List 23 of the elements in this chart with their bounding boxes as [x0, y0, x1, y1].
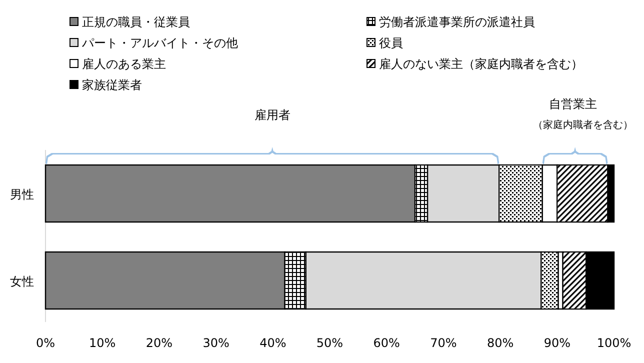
x-tick-label: 60%: [373, 336, 400, 350]
x-tick-label: 0%: [36, 336, 56, 350]
x-tick-label: 40%: [260, 336, 286, 350]
text: （家庭内職者を含む）: [533, 119, 634, 131]
x-tick-label: 30%: [202, 336, 230, 350]
x-tick-label: 10%: [89, 336, 116, 350]
text: 自営業主: [549, 97, 598, 111]
legend-label: 雇人のない業主（家庭内職者を含む）: [379, 57, 583, 71]
legend-label: 家族従業者: [82, 78, 142, 92]
x-tick-label: 50%: [316, 336, 344, 350]
x-tick-label: 90%: [544, 336, 570, 350]
y-tick-label: 女性: [10, 274, 34, 288]
legend-label: 労働者派遣事業所の派遣社員: [379, 15, 535, 29]
x-tick-label: 80%: [486, 336, 514, 350]
y-tick-label: 男性: [10, 188, 34, 202]
legend-label: 役員: [379, 36, 403, 50]
x-tick-label: 70%: [430, 336, 457, 350]
text: 雇用者: [254, 108, 290, 122]
legend-label: 雇人のある業主: [82, 57, 166, 71]
legend-label: パート・アルバイト・その他: [81, 36, 238, 50]
legend-label: 正規の職員・従業員: [82, 15, 190, 29]
x-tick-label: 100%: [596, 336, 632, 350]
x-tick-label: 20%: [146, 336, 173, 350]
